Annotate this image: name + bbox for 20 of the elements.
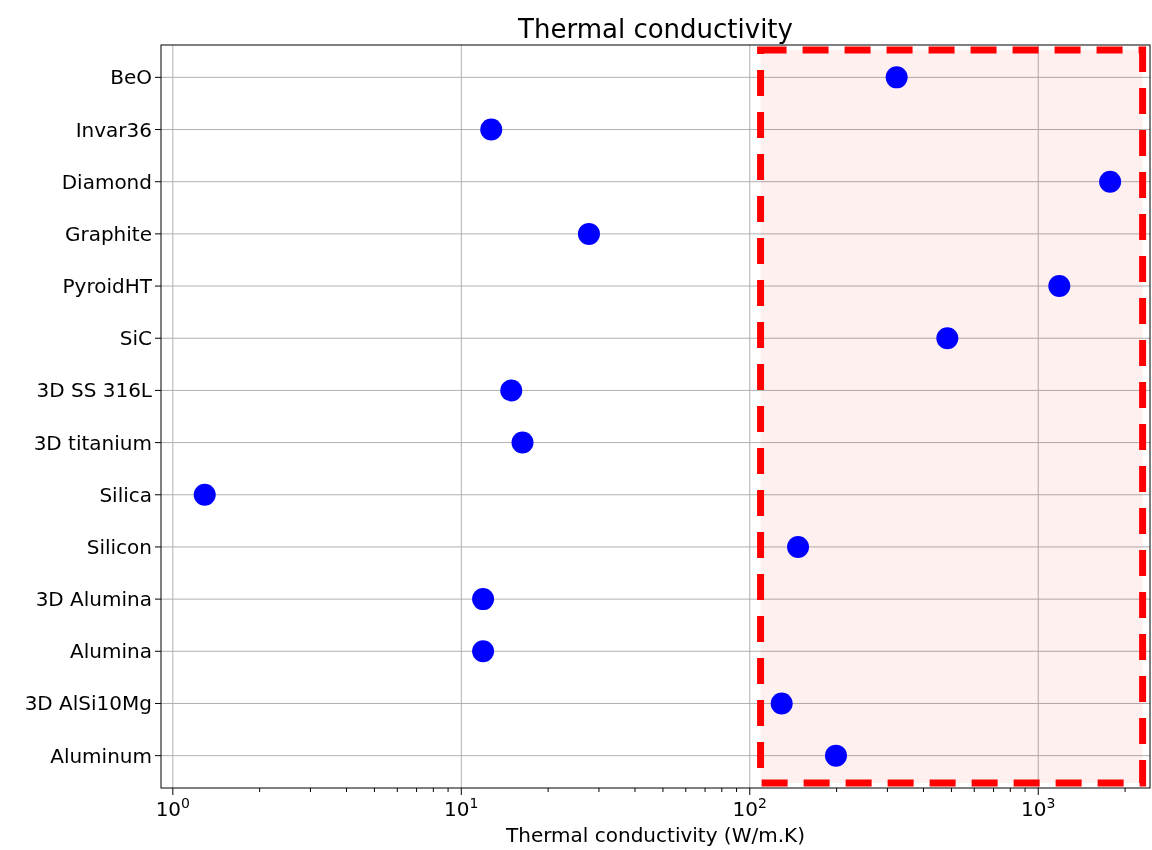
x-tick-label: 10$^{2}$	[732, 795, 767, 821]
y-tick-label: 3D SS 316L	[36, 378, 153, 403]
y-tick-label: SiC	[119, 326, 152, 351]
chart-title: Thermal conductivity	[517, 14, 793, 44]
y-tick-label: Graphite	[64, 221, 152, 246]
x-tick-label: 10$^{1}$	[444, 795, 479, 821]
y-tick-label: Invar36	[75, 117, 152, 142]
y-tick-label: BeO	[110, 65, 152, 90]
x-axis-title: Thermal conductivity (W/m.K)	[505, 823, 805, 847]
y-tick-label: Alumina	[70, 639, 152, 664]
y-tick-label: 3D AlSi10Mg	[24, 691, 152, 716]
y-tick-label: Silicon	[86, 534, 152, 559]
x-tick-label: 10$^{0}$	[155, 795, 190, 821]
y-tick-label: 3D Alumina	[35, 587, 152, 612]
y-tick-label: Diamond	[61, 169, 152, 194]
y-tick-label: 3D titanium	[33, 430, 152, 455]
x-tick-label: 10$^{3}$	[1021, 795, 1056, 821]
y-tick-label: Aluminum	[50, 743, 152, 768]
y-tick-label: PyroidHT	[62, 274, 153, 299]
y-tick-label: Silica	[99, 482, 152, 507]
